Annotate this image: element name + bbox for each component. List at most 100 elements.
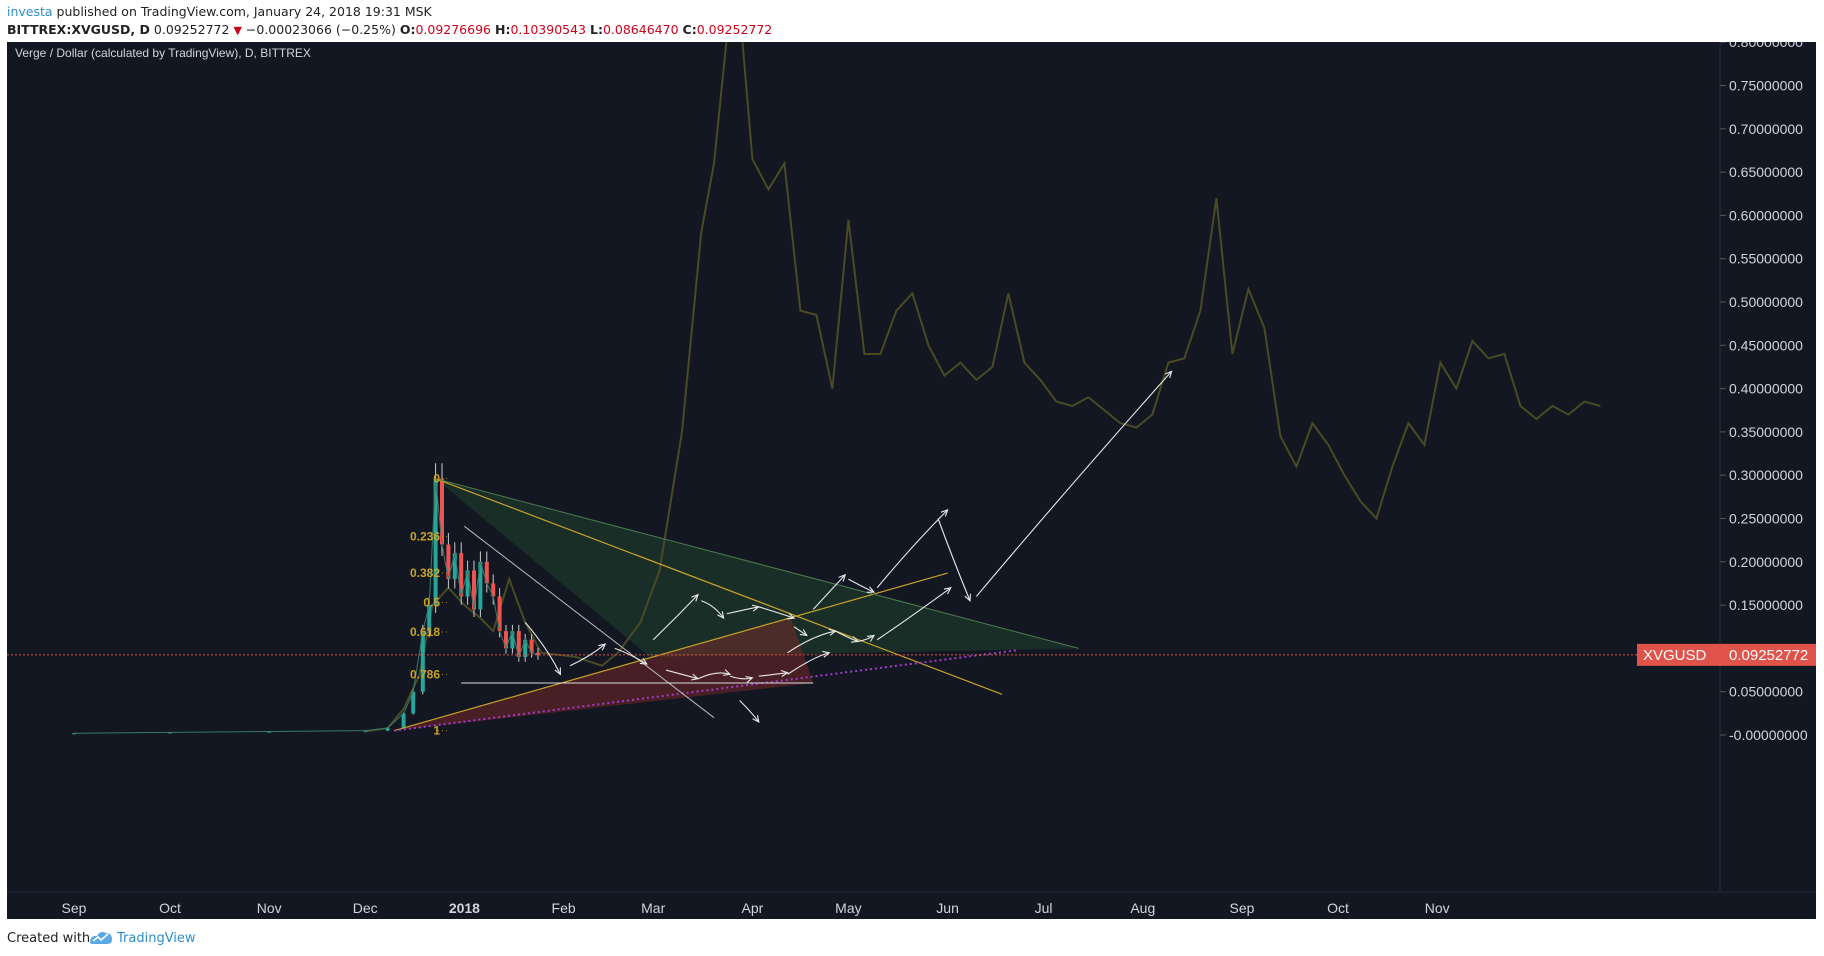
- price-tick-label: 0.45000000: [1729, 337, 1803, 353]
- open-label: O:: [399, 22, 416, 37]
- arrow-curve: [614, 647, 648, 665]
- arrow-head: [691, 593, 699, 602]
- price-tick-label: -0.00000000: [1729, 727, 1808, 743]
- candle-body: [536, 652, 540, 655]
- overlay-projection: [365, 42, 1601, 733]
- candle-body: [420, 631, 425, 692]
- fib-level-label: 0.618: [410, 625, 440, 639]
- close-label: C:: [682, 22, 697, 37]
- arrow-curve: [701, 600, 725, 619]
- candle-body: [504, 631, 508, 649]
- arrow-head: [639, 657, 648, 665]
- candle-body: [523, 639, 528, 658]
- arrow-curve: [665, 669, 699, 680]
- arrow-curve: [758, 672, 788, 677]
- price-tick-label: 0.70000000: [1729, 121, 1803, 137]
- price-axis[interactable]: -0.000000000.050000000.100000000.1500000…: [1720, 42, 1808, 743]
- arrow-head: [943, 587, 952, 595]
- price-tick-label: 0.60000000: [1729, 207, 1803, 223]
- fib-level-label: 0.382: [410, 566, 440, 580]
- ascending-support-line: [393, 572, 948, 732]
- time-tick-label: Apr: [742, 900, 764, 916]
- time-tick-label: Mar: [641, 900, 665, 916]
- arrow-curve: [787, 630, 836, 654]
- arrow-head: [964, 593, 971, 602]
- arrow-curve: [793, 626, 808, 636]
- arrow-head: [866, 586, 876, 593]
- price-tick-label: 0.35000000: [1729, 424, 1803, 440]
- candle-body: [516, 631, 521, 658]
- tradingview-logo-icon[interactable]: [88, 929, 114, 947]
- candle-body: [529, 639, 534, 653]
- candle-body: [440, 478, 444, 545]
- white-trend-line: [464, 525, 715, 719]
- price-tick-label: 0.15000000: [1729, 597, 1803, 613]
- arrow-curve: [758, 606, 795, 619]
- arrow-head: [745, 676, 754, 683]
- candle-body: [411, 691, 416, 714]
- time-tick-label: Sep: [62, 900, 87, 916]
- arrow-head: [598, 643, 607, 651]
- created-with-text: Created with: [7, 931, 91, 946]
- low-value: 0.08646470: [602, 22, 679, 37]
- tradingview-link[interactable]: TradingView: [117, 931, 196, 946]
- arrow-head: [1164, 370, 1173, 379]
- time-tick-label: Oct: [1327, 900, 1349, 916]
- last-price: 0.09252772: [153, 22, 230, 37]
- fib-level-label: 0.786: [410, 667, 440, 681]
- price-tag-value: 0.09252772: [1729, 647, 1808, 664]
- arrow-curve: [848, 578, 875, 593]
- arrow-head: [866, 634, 876, 642]
- arrow-curve: [729, 675, 753, 680]
- price-tick-label: 0.20000000: [1729, 554, 1803, 570]
- ohlc-line: BITTREX:XVGUSD, D 0.09252772 ▼ −0.000230…: [7, 22, 772, 37]
- triangle-fills: [394, 478, 1079, 731]
- chart-area[interactable]: 0 0.236 0.382 0.5 0.618 0.786 1 -0.00000000 0.0…: [7, 42, 1816, 919]
- price-tick-label: 0.75000000: [1729, 78, 1803, 94]
- arrow-head: [752, 715, 760, 724]
- close-value: 0.09252772: [696, 22, 773, 37]
- time-tick-label: Jul: [1035, 900, 1053, 916]
- hand-drawn-arrows[interactable]: [524, 370, 1173, 724]
- price-tick-label: 0.65000000: [1729, 164, 1803, 180]
- time-tick-label: Nov: [1425, 900, 1450, 916]
- arrow-curve: [569, 643, 606, 667]
- arrow-head: [822, 650, 831, 658]
- arrow-curve: [652, 594, 699, 641]
- fib-level-label: 0.236: [410, 530, 440, 544]
- price-chart[interactable]: 0 0.236 0.382 0.5 0.618 0.786 1 -0.00000000 0.0…: [7, 42, 1816, 919]
- fibonacci-levels[interactable]: 0 0.236 0.382 0.5 0.618 0.786 1: [410, 472, 447, 738]
- publish-text: published on TradingView.com, January 24…: [52, 4, 432, 19]
- time-tick-label: May: [835, 900, 861, 916]
- candle-body: [478, 561, 483, 610]
- arrow-head: [940, 508, 949, 517]
- time-axis[interactable]: Sep Oct Nov Dec 2018 Feb Mar Apr May Jun Jul Aug Sep…: [62, 900, 1450, 916]
- candle-body: [427, 605, 432, 632]
- arrow-head: [780, 669, 789, 677]
- trend-lines[interactable]: [7, 478, 1720, 732]
- time-tick-label: Feb: [552, 900, 576, 916]
- price-series-line: [73, 478, 539, 734]
- author-link[interactable]: investa: [7, 4, 53, 19]
- arrow-head: [554, 667, 561, 676]
- price-tick-label: 0.55000000: [1729, 251, 1803, 267]
- arrow-head: [838, 573, 847, 582]
- candle-body: [497, 596, 502, 632]
- low-label: L:: [590, 22, 603, 37]
- arrow-curve: [726, 606, 759, 615]
- candle-body: [401, 713, 406, 729]
- price-tag-symbol: XVGUSD: [1643, 647, 1707, 664]
- chart-header: investa published on TradingView.com, Ja…: [0, 0, 1824, 42]
- arrow-head: [799, 629, 808, 637]
- candle-body: [72, 733, 76, 735]
- arrow-curve: [812, 574, 846, 610]
- price-tag-box: [1637, 643, 1816, 666]
- arrow-curve: [787, 652, 830, 675]
- price-tick-label: 0.50000000: [1729, 294, 1803, 310]
- price-tick-label: 0.05000000: [1729, 684, 1803, 700]
- candle-body: [452, 553, 457, 580]
- candle-body: [433, 478, 438, 606]
- arrow-head: [717, 611, 725, 620]
- fib-level-label: 0.5: [423, 596, 440, 610]
- symbol-label: BITTREX:XVGUSD, D: [7, 22, 150, 37]
